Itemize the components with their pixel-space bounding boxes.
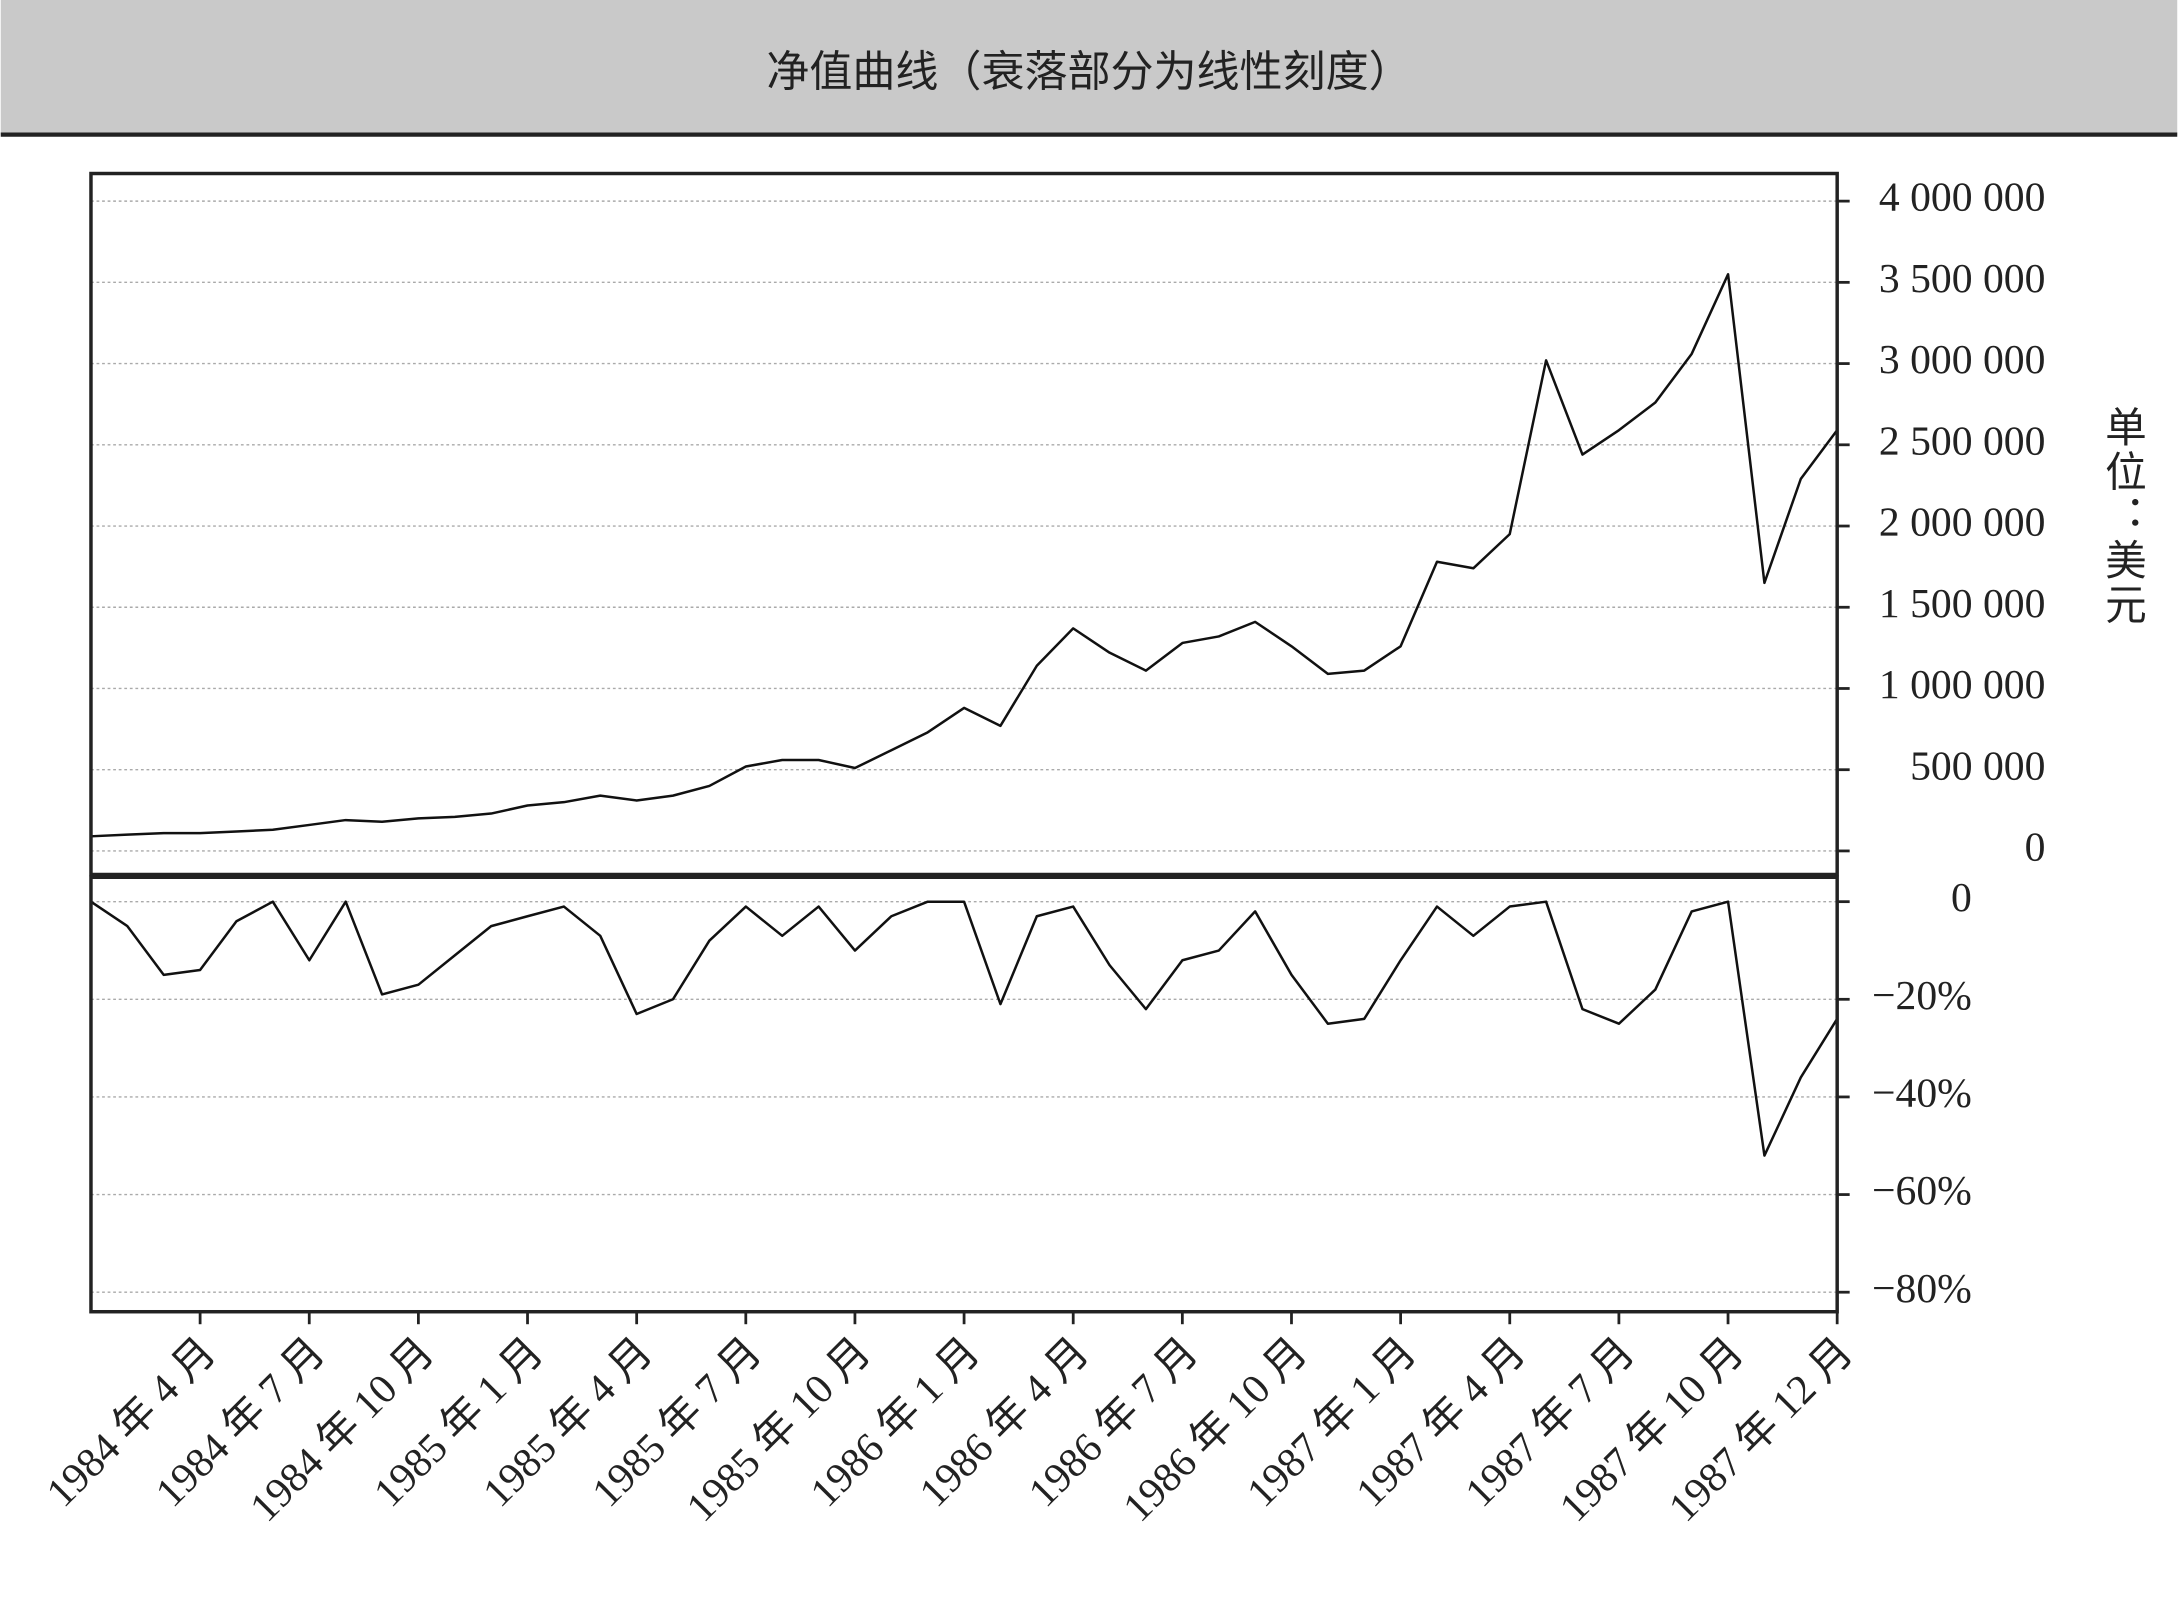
value-line [90, 273, 1839, 838]
y-tick-label: −40% [1872, 1070, 1972, 1116]
y-tick-label: 0 [2025, 824, 2046, 870]
value-line [90, 900, 1839, 1157]
y-tick-label: −80% [1872, 1266, 1972, 1312]
plot-layer: 0 500 000 1 000 000 1 500 000 2 000 000 2 500… [37, 175, 2045, 1531]
y-tick-label: −20% [1872, 973, 1972, 1019]
y-axis-label: 单位：美元 [2098, 405, 2146, 627]
y-tick-label: 1 000 000 [1879, 662, 2046, 708]
y-tick-label: 0 [1951, 875, 1972, 921]
y-tick-label: 4 000 000 [1879, 175, 2046, 221]
chart-title: 净值曲线（衰落部分为线性刻度） [766, 47, 1411, 97]
y-tick-label: −60% [1872, 1168, 1972, 1214]
bottom-frame [89, 875, 1839, 1314]
title-bar [0, 0, 2178, 135]
y-tick-label: 1 500 000 [1879, 581, 2046, 627]
y-tick-label: 3 500 000 [1879, 256, 2046, 302]
top-frame [89, 171, 1839, 877]
y-tick-label: 2 000 000 [1879, 500, 2046, 546]
y-tick-label: 500 000 [1910, 743, 2045, 789]
y-tick-label: 3 000 000 [1879, 337, 2046, 383]
y-tick-label: 2 500 000 [1879, 418, 2046, 464]
